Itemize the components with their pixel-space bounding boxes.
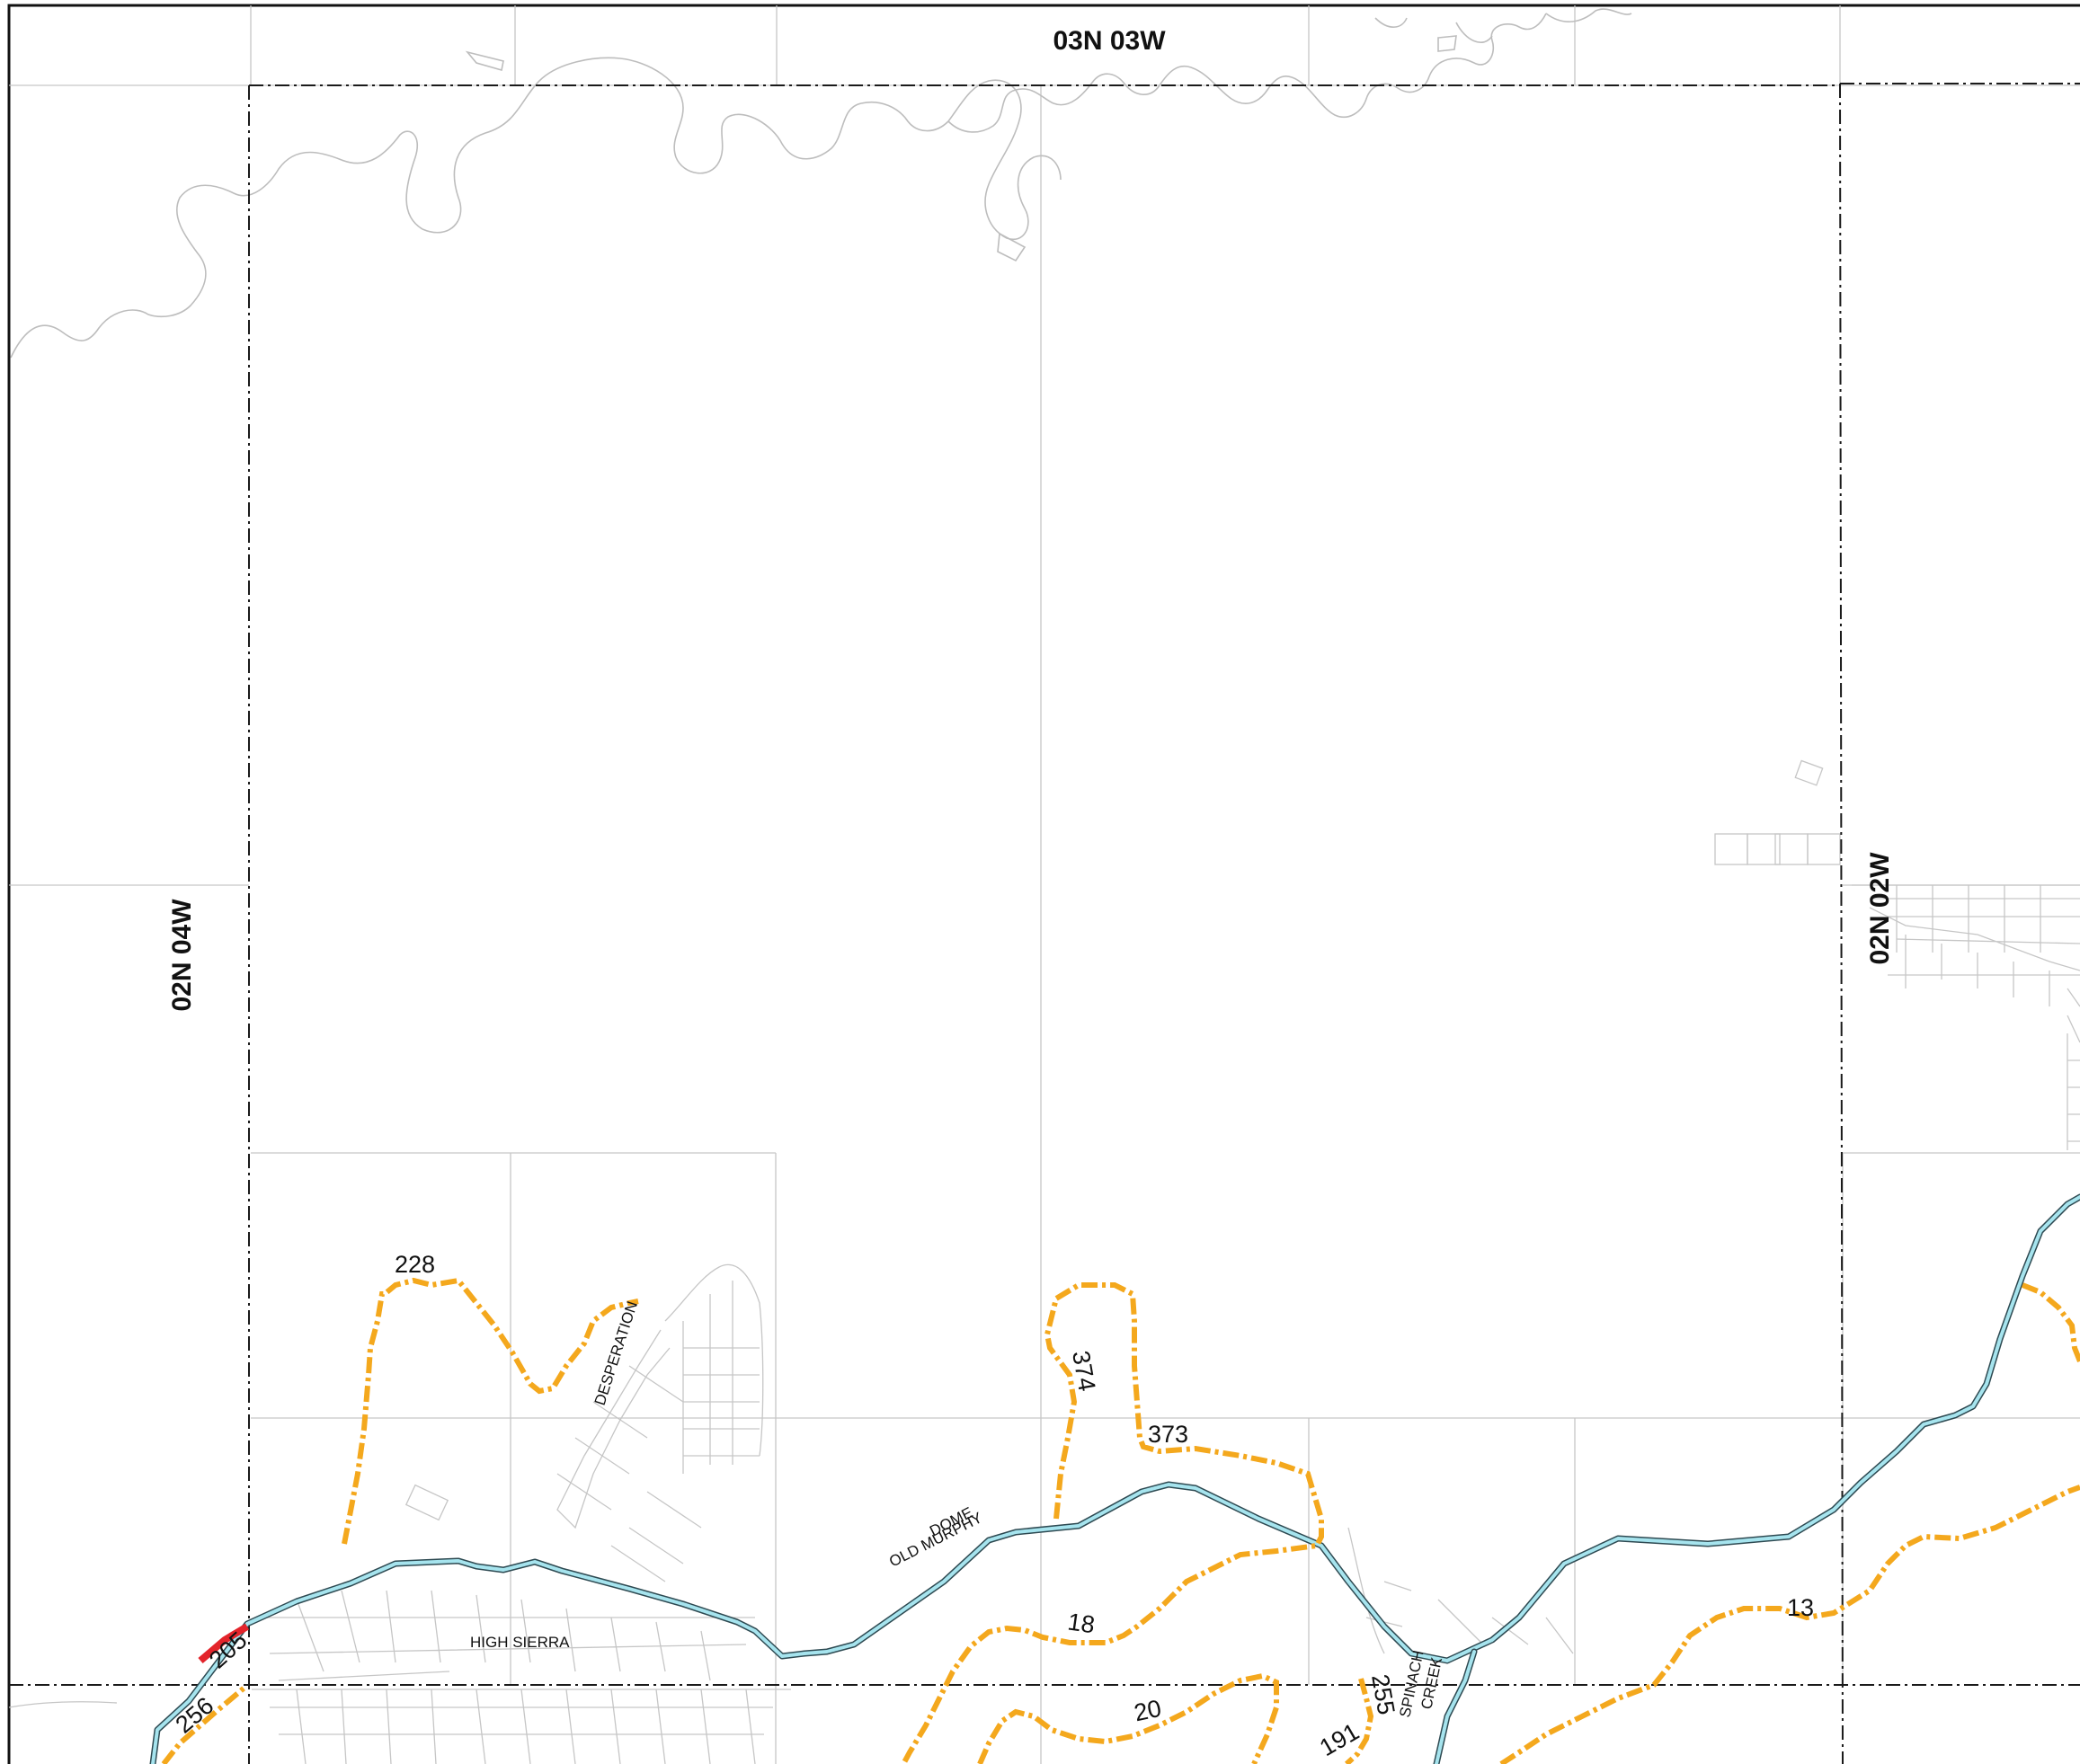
trail-label-20: 20	[1132, 1695, 1164, 1727]
road-label-high-sierra: HIGH SIERRA	[470, 1634, 570, 1651]
ne-subdivision	[1714, 759, 2080, 1150]
township-label-north: 03N 03W	[1053, 26, 1166, 56]
trail-20[interactable]	[977, 1672, 1279, 1764]
red-road-segment	[198, 1623, 250, 1664]
trails	[161, 1277, 2080, 1764]
main-roads	[149, 1193, 2080, 1764]
road-label-desperation: DESPERATION	[591, 1299, 641, 1408]
township-label-west: 02N 04W	[167, 899, 197, 1012]
map-frame	[7, 4, 2080, 1764]
trail-label-373: 373	[1148, 1421, 1188, 1448]
sw-subdivision	[8, 1263, 1574, 1764]
trail-374-373[interactable]	[901, 1282, 1324, 1764]
trail-256[interactable]	[161, 1685, 246, 1764]
section-lines	[9, 5, 2080, 1764]
trail-13-east[interactable]	[2021, 1282, 2080, 1363]
trail-label-374: 374	[1067, 1349, 1100, 1394]
trail-label-13: 13	[1787, 1594, 1814, 1621]
trail-label-18: 18	[1066, 1608, 1097, 1638]
trail-label-256: 256	[171, 1692, 219, 1739]
trail-13[interactable]	[1499, 1485, 2080, 1764]
streams	[10, 8, 1632, 359]
trail-228[interactable]	[342, 1277, 639, 1545]
township-label-east: 02N 02W	[1865, 852, 1895, 965]
trail-255-191[interactable]	[1344, 1678, 1374, 1764]
trail-label-228: 228	[395, 1251, 435, 1278]
township-lines	[9, 83, 2080, 1764]
